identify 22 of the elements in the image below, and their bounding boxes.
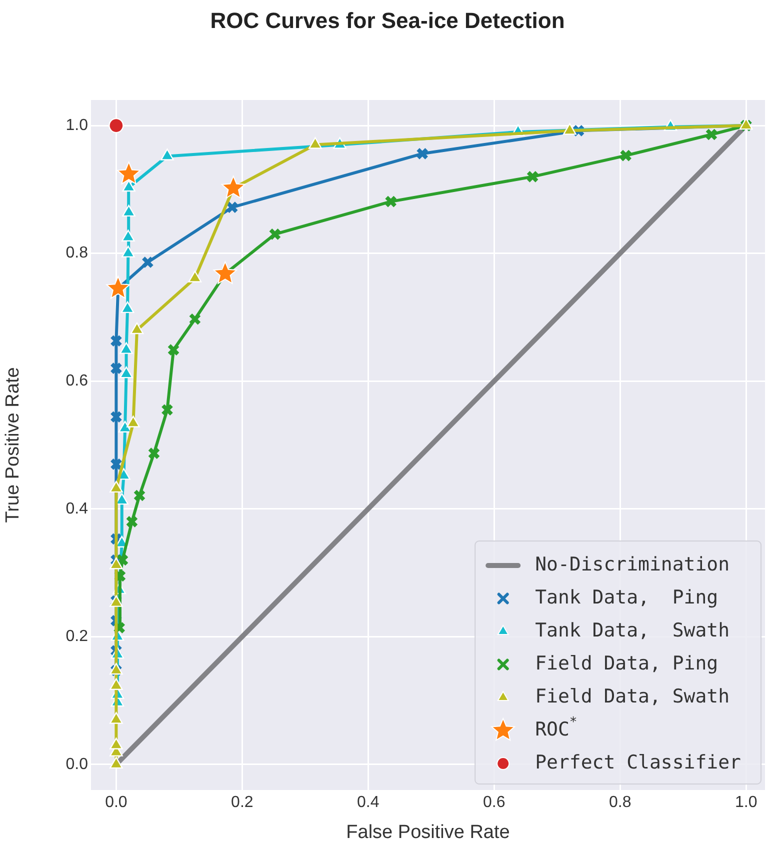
x-tick-label: 0.4 [357, 794, 380, 812]
chart-title: ROC Curves for Sea-ice Detection [209, 8, 566, 34]
x-tick-label: 0.0 [105, 794, 128, 812]
y-tick-label: 0.4 [66, 500, 88, 518]
legend-label: ROC* [535, 714, 578, 740]
x-tick-label: 0.6 [483, 794, 506, 812]
y-tick-label: 0.8 [66, 244, 88, 262]
y-tick-label: 0.6 [66, 372, 88, 390]
y-tick-label: 1.0 [66, 116, 88, 134]
legend-label: No-Discrimination [535, 553, 730, 576]
legend-label: Field Data, Ping [535, 652, 718, 674]
legend-label: Perfect Classifier [535, 751, 742, 774]
x-tick-label: 0.8 [608, 794, 632, 812]
x-tick-label: 0.2 [231, 794, 254, 812]
y-axis-title: True Positive Rate [2, 367, 24, 523]
y-tick-label: 0.2 [66, 628, 88, 646]
legend-label: Tank Data, Swath [535, 619, 730, 642]
legend-label: Tank Data, Ping [535, 586, 718, 608]
legend-label: Field Data, Swath [535, 685, 730, 708]
x-tick-label: 1.0 [734, 794, 758, 812]
y-tick-label: 0.0 [66, 756, 88, 773]
x-axis-title: False Positive Rate [346, 822, 510, 843]
